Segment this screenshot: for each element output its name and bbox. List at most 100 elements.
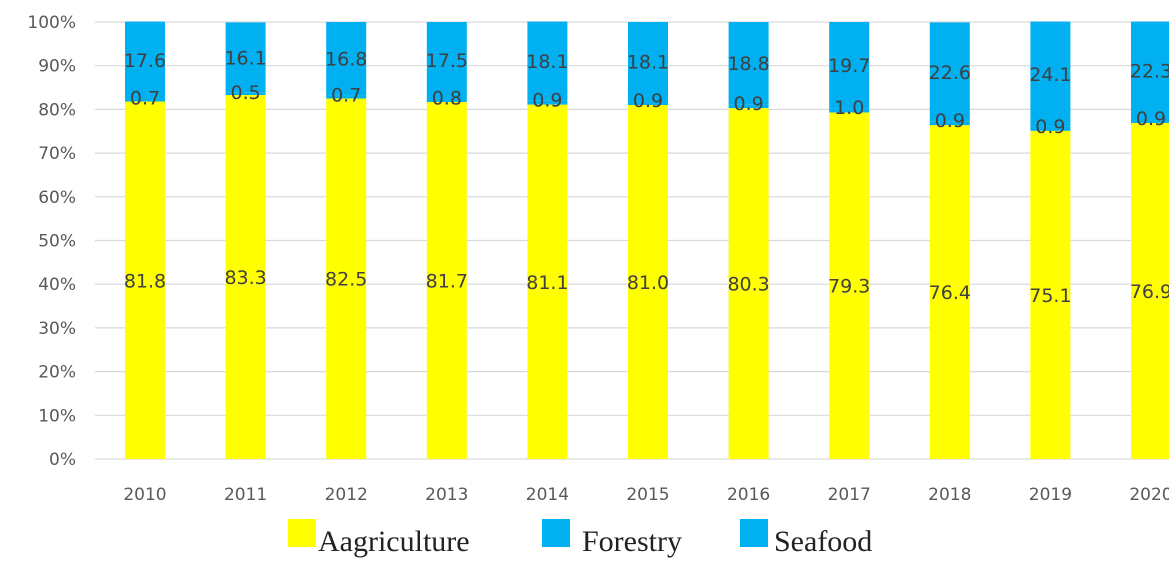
bar-forestry-2012 [326, 95, 367, 99]
bar-forestry-2011 [225, 92, 266, 95]
data-label-aagriculture-2013: 81.7 [426, 270, 468, 292]
bar-seafood-2018 [929, 22, 970, 122]
y-tick-label: 10% [38, 406, 76, 426]
x-tick-label-2019: 2019 [1029, 485, 1072, 505]
y-tick-label: 70% [38, 144, 76, 164]
y-tick-label: 80% [38, 100, 76, 120]
bar-forestry-2015 [628, 101, 668, 106]
data-label-aagriculture-2018: 76.4 [929, 282, 971, 304]
data-label-forestry-2011: 0.5 [230, 82, 260, 104]
bar-forestry-2018 [929, 121, 970, 126]
legend-swatch-seafood [740, 519, 768, 547]
bar-seafood-2011 [225, 22, 266, 93]
x-tick-label-2010: 2010 [123, 485, 166, 505]
data-label-aagriculture-2015: 81.0 [627, 272, 669, 294]
x-tick-label-2020: 2020 [1129, 485, 1169, 505]
data-label-aagriculture-2010: 81.8 [124, 270, 166, 292]
bar-forestry-2017 [829, 108, 870, 113]
data-label-seafood-2016: 18.8 [727, 53, 769, 75]
bar-aagriculture-2015 [628, 105, 668, 459]
bar-aagriculture-2013 [426, 101, 467, 459]
bar-aagriculture-2017 [829, 112, 870, 460]
bar-aagriculture-2010 [125, 101, 165, 459]
bar-forestry-2013 [426, 98, 467, 102]
x-tick-label-2015: 2015 [626, 485, 669, 505]
data-label-seafood-2019: 24.1 [1029, 64, 1071, 86]
data-label-seafood-2013: 17.5 [426, 50, 468, 72]
x-tick-label-2014: 2014 [526, 485, 569, 505]
data-label-seafood-2011: 16.1 [224, 48, 266, 70]
x-tick-label-2012: 2012 [325, 485, 368, 505]
bar-aagriculture-2020 [1131, 122, 1169, 460]
y-tick-label: 50% [38, 232, 76, 252]
bar-aagriculture-2014 [527, 104, 568, 459]
data-label-forestry-2013: 0.8 [432, 87, 462, 109]
legend-swatch-aagriculture [288, 519, 316, 547]
y-tick-label: 30% [38, 319, 76, 339]
bar-forestry-2020 [1131, 119, 1169, 123]
x-tick-label-2018: 2018 [928, 485, 971, 505]
bar-forestry-2014 [527, 100, 568, 105]
bar-seafood-2016 [728, 22, 769, 105]
data-label-aagriculture-2017: 79.3 [828, 276, 870, 298]
data-label-aagriculture-2019: 75.1 [1029, 285, 1071, 307]
data-label-seafood-2015: 18.1 [627, 52, 669, 74]
data-label-aagriculture-2020: 76.9 [1130, 281, 1169, 303]
axes: 0% 10% 20% 30% 40% 50% 60% 70% 80% 90% 100% 2010 201… [27, 13, 1169, 505]
y-tick-label: 0% [49, 450, 76, 470]
data-label-seafood-2014: 18.1 [526, 51, 568, 73]
bar-forestry-2016 [728, 104, 769, 109]
bar-forestry-2010 [125, 98, 165, 102]
data-label-aagriculture-2011: 83.3 [224, 267, 266, 289]
bar-aagriculture-2019 [1030, 130, 1071, 460]
bar-seafood-2020 [1131, 21, 1169, 120]
bar-aagriculture-2012 [326, 98, 367, 459]
bar-seafood-2015 [628, 22, 668, 102]
legend-label-seafood: Seafood [774, 525, 872, 558]
bar-seafood-2019 [1030, 21, 1071, 127]
data-label-forestry-2015: 0.9 [633, 90, 663, 112]
data-label-aagriculture-2014: 81.1 [526, 272, 568, 294]
bar-seafood-2012 [326, 22, 367, 96]
bar-seafood-2017 [829, 22, 870, 109]
data-label-seafood-2017: 19.7 [828, 55, 870, 77]
data-label-forestry-2012: 0.7 [331, 84, 361, 106]
y-tick-label: 60% [38, 188, 76, 208]
data-label-forestry-2014: 0.9 [532, 90, 562, 112]
data-label-aagriculture-2012: 82.5 [325, 269, 367, 291]
bar-aagriculture-2018 [929, 125, 970, 459]
data-labels: 81.8 0.7 17.6 83.3 0.5 16.1 82.5 0.7 16.8 81.7 0.8… [124, 48, 1169, 307]
bar-seafood-2010 [125, 21, 165, 99]
bar-aagriculture-2016 [728, 108, 769, 460]
data-label-seafood-2012: 16.8 [325, 49, 367, 71]
data-label-forestry-2010: 0.7 [130, 87, 160, 109]
data-label-seafood-2020: 22.3 [1130, 60, 1169, 82]
bars [125, 21, 1169, 460]
data-label-forestry-2020: 0.9 [1136, 108, 1166, 130]
legend-label-aagriculture: Aagriculture [318, 525, 470, 558]
bar-seafood-2013 [426, 22, 467, 99]
y-tick-label: 100% [27, 13, 76, 33]
bar-seafood-2014 [527, 21, 568, 101]
data-label-forestry-2019: 0.9 [1035, 116, 1065, 138]
bar-forestry-2019 [1030, 126, 1071, 131]
data-label-seafood-2010: 17.6 [124, 50, 166, 72]
x-tick-label-2013: 2013 [425, 485, 468, 505]
x-tick-label-2017: 2017 [828, 485, 871, 505]
data-label-forestry-2016: 0.9 [733, 93, 763, 115]
data-label-forestry-2017: 1.0 [834, 97, 864, 119]
data-label-seafood-2018: 22.6 [929, 62, 971, 84]
legend: Aagriculture Forestry Seafood [288, 519, 872, 558]
y-tick-label: 90% [38, 57, 76, 77]
x-tick-label-2011: 2011 [224, 485, 267, 505]
y-tick-label: 40% [38, 275, 76, 295]
x-tick-label-2016: 2016 [727, 485, 770, 505]
legend-swatch-forestry [542, 519, 570, 547]
bar-aagriculture-2011 [225, 94, 266, 459]
data-label-forestry-2018: 0.9 [935, 110, 965, 132]
legend-label-forestry: Forestry [582, 525, 682, 558]
y-tick-label: 20% [38, 363, 76, 383]
data-label-aagriculture-2016: 80.3 [727, 274, 769, 296]
